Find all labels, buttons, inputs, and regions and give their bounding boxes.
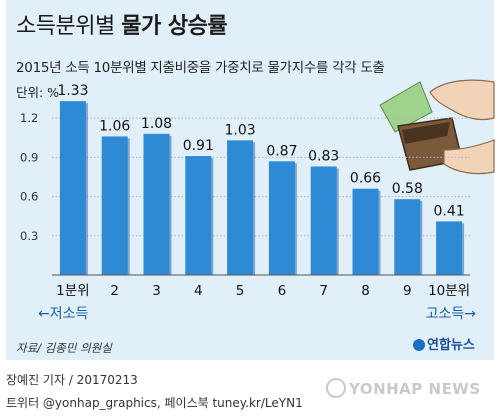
money-bills-icon bbox=[379, 81, 433, 133]
data-label: 0.91 bbox=[183, 138, 214, 154]
unit-label: 단위: % bbox=[16, 85, 60, 100]
data-label: 1.08 bbox=[141, 116, 172, 132]
data-label: 1.03 bbox=[225, 122, 256, 138]
x-tick-label: 4 bbox=[194, 283, 203, 299]
bar bbox=[101, 136, 128, 275]
title-bold: 물가 상승률 bbox=[121, 14, 228, 39]
title-light: 소득분위별 bbox=[16, 14, 122, 39]
x-tick-label: 10분위 bbox=[428, 283, 470, 299]
bar bbox=[394, 199, 421, 275]
bar bbox=[352, 188, 379, 275]
data-label: 1.33 bbox=[57, 83, 88, 99]
y-tick-label: 1.2 bbox=[20, 111, 38, 125]
logo-circle-icon bbox=[413, 339, 425, 351]
x-tick-label: 7 bbox=[319, 283, 328, 299]
watermark: YONHAP NEWS bbox=[326, 378, 481, 398]
source-note: 자료/ 김종민 의원실 bbox=[16, 341, 112, 355]
data-label: 0.58 bbox=[392, 181, 423, 197]
x-tick-label: 1분위 bbox=[56, 283, 89, 299]
social-credit: 트위터 @yonhap_graphics, 페이스북 tuney.kr/LeYN… bbox=[6, 396, 303, 410]
watermark-text: YONHAP NEWS bbox=[349, 380, 481, 398]
y-tick-label: 0.9 bbox=[20, 150, 38, 164]
high-income-label: 고소득→ bbox=[426, 306, 477, 322]
bar bbox=[143, 133, 170, 275]
bar bbox=[268, 161, 295, 275]
wallet-opening-icon bbox=[402, 122, 450, 144]
yonhap-logo: 연합뉴스 bbox=[413, 334, 475, 353]
bar bbox=[310, 166, 337, 275]
data-label: 0.87 bbox=[266, 143, 297, 159]
page-title: 소득분위별 물가 상승률 bbox=[16, 8, 228, 40]
y-tick-label: 0.3 bbox=[20, 229, 38, 243]
watermark-circle-icon bbox=[326, 378, 346, 398]
x-tick-label: 3 bbox=[152, 283, 161, 299]
bar bbox=[59, 101, 86, 276]
y-tick-label: 0.6 bbox=[20, 190, 38, 204]
x-tick-label: 5 bbox=[236, 283, 245, 299]
hand-lower-icon bbox=[443, 139, 495, 175]
data-label: 0.41 bbox=[434, 203, 465, 219]
bar bbox=[227, 140, 254, 275]
chart-subtitle: 2015년 소득 10분위별 지출비중을 가중치로 물가지수를 각각 도출 bbox=[16, 60, 385, 76]
bar-chart: 1.2 0.9 0.6 0.3 1.33 1.06 1.08 0.91 1.03 0.87 0.8… bbox=[20, 79, 495, 322]
data-label: 0.66 bbox=[350, 171, 381, 187]
x-tick-label: 9 bbox=[403, 283, 412, 299]
x-tick-label: 6 bbox=[278, 283, 287, 299]
bar bbox=[185, 156, 212, 275]
wallet-hand-illustration bbox=[379, 79, 495, 175]
bar bbox=[436, 221, 463, 275]
data-label: 0.83 bbox=[308, 149, 339, 165]
x-tick-label: 2 bbox=[110, 283, 119, 299]
logo-text: 연합뉴스 bbox=[427, 338, 475, 353]
hand-icon bbox=[429, 79, 495, 121]
data-label: 1.06 bbox=[99, 118, 130, 134]
low-income-label: ←저소득 bbox=[38, 306, 88, 322]
author-credit: 장예진 기자 / 20170213 bbox=[6, 373, 138, 387]
x-tick-label: 8 bbox=[361, 283, 370, 299]
